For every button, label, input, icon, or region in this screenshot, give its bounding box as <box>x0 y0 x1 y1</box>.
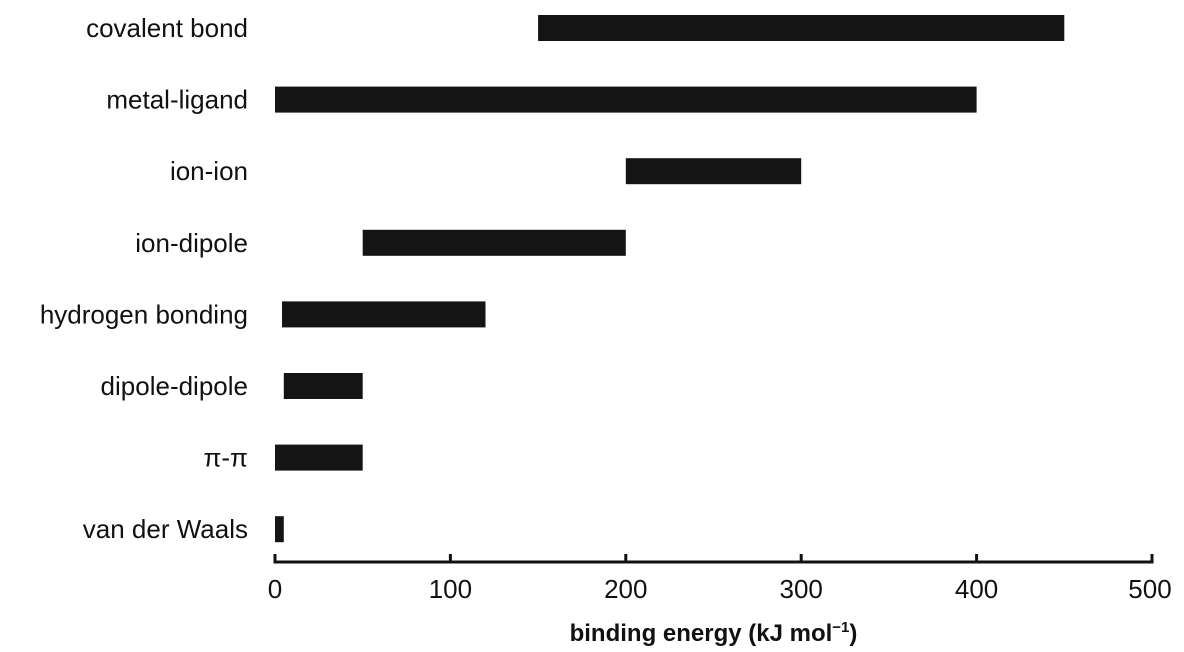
x-tick-label-5: 500 <box>1128 574 1171 604</box>
x-axis: 0 100 200 300 400 500 <box>268 554 1172 604</box>
bar-2 <box>625 158 802 185</box>
x-axis-title-suffix: ) <box>849 620 857 647</box>
bar-6 <box>275 444 363 471</box>
bar-1 <box>275 86 977 113</box>
category-labels: covalent bond metal-ligand ion-ion ion-dipo… <box>40 13 248 544</box>
bar-3 <box>362 229 626 256</box>
bar-7 <box>275 516 284 543</box>
category-label-0: covalent bond <box>86 13 248 43</box>
bar-0 <box>538 15 1065 41</box>
bar-4 <box>282 301 486 328</box>
x-tick-label-1: 100 <box>429 574 472 604</box>
category-label-5: dipole-dipole <box>101 371 248 401</box>
category-label-7: van der Waals <box>83 514 248 544</box>
x-axis-title-superscript: −1 <box>832 619 849 636</box>
x-tick-label-0: 0 <box>268 574 282 604</box>
bars-group <box>275 15 1065 543</box>
x-tick-label-3: 300 <box>780 574 823 604</box>
x-axis-title: binding energy (kJ mol−1) <box>570 619 858 647</box>
x-tick-label-2: 200 <box>604 574 647 604</box>
bar-5 <box>283 373 363 399</box>
category-label-6: π-π <box>203 443 248 473</box>
category-label-1: metal-ligand <box>106 85 248 115</box>
x-tick-label-4: 400 <box>955 574 998 604</box>
category-label-3: ion-dipole <box>135 228 248 258</box>
x-tick-labels: 0 100 200 300 400 500 <box>268 574 1172 604</box>
x-axis-title-main: binding energy (kJ mol <box>570 620 833 647</box>
x-ticks <box>273 554 1154 564</box>
category-label-2: ion-ion <box>170 156 248 186</box>
category-label-4: hydrogen bonding <box>40 299 248 329</box>
